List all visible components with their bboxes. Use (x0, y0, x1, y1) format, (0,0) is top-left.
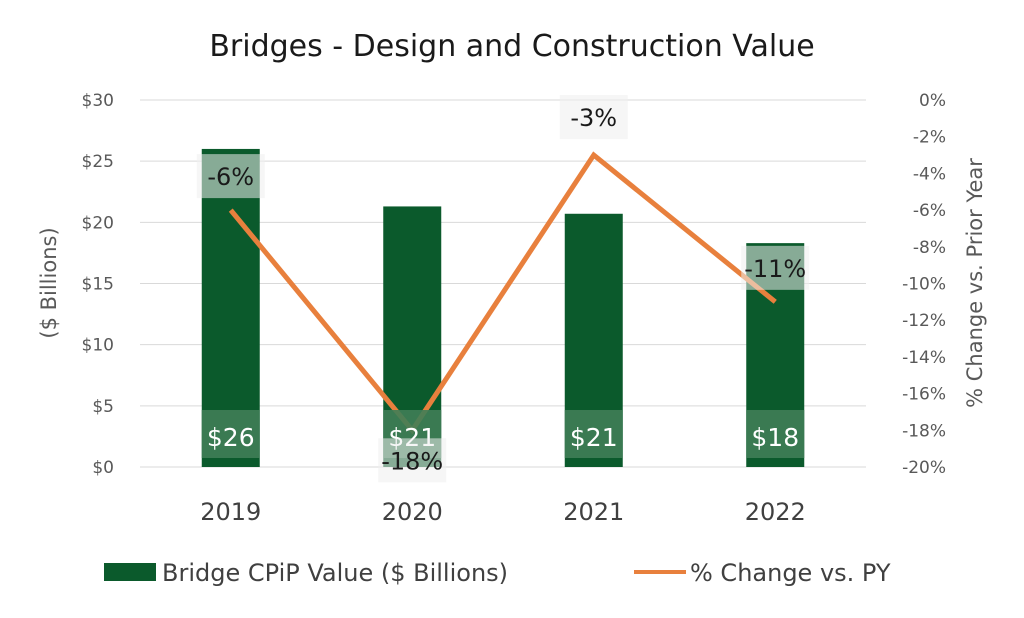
pct-change-label: -11% (744, 255, 806, 283)
right-axis-ticks: -20% -18% -16% -14% -12% -10% -8% -6% -4% -2% 0% (902, 91, 946, 478)
right-tick-label: -12% (902, 311, 946, 331)
bar-value-label: $26 (207, 423, 255, 452)
bar-label-bg (201, 410, 260, 458)
left-axis-ticks: $0 $5 $10 $15 $20 $25 $30 (82, 91, 114, 478)
right-axis-title: % Change vs. Prior Year (963, 158, 987, 408)
pct-label-bg (741, 245, 810, 290)
pct-change-label: -18% (381, 447, 443, 475)
legend-bar-swatch (104, 563, 156, 581)
legend-line-label: % Change vs. PY (690, 559, 891, 587)
left-tick-label: $25 (82, 152, 114, 172)
left-tick-label: $0 (92, 458, 114, 478)
right-tick-label: -16% (902, 385, 946, 405)
left-tick-label: $30 (82, 91, 114, 111)
right-tick-label: 0% (919, 91, 946, 111)
category-label: 2020 (382, 498, 443, 526)
right-tick-label: -20% (902, 458, 946, 478)
bar-value-label: $21 (570, 423, 618, 452)
pct-label-bg (559, 95, 628, 140)
right-tick-label: -14% (902, 348, 946, 368)
pct-label-bg (378, 438, 447, 483)
pct-change-line (228, 151, 777, 435)
right-tick-label: -18% (902, 421, 946, 441)
bar-value-label: $18 (751, 423, 799, 452)
right-tick-label: -10% (902, 275, 946, 295)
bars (201, 148, 805, 467)
left-tick-label: $20 (82, 213, 114, 233)
legend-bar-label: Bridge CPiP Value ($ Billions) (162, 559, 508, 587)
left-tick-label: $5 (92, 397, 114, 417)
chart-title: Bridges - Design and Construction Value (209, 29, 814, 64)
legend: Bridge CPiP Value ($ Billions) % Change … (104, 559, 891, 587)
data-labels: $26 $21 $21 $18-6%-18%-3%-11% (196, 95, 810, 483)
right-tick-label: -4% (913, 164, 946, 184)
left-tick-label: $10 (82, 336, 114, 356)
category-label: 2019 (200, 498, 261, 526)
pct-change-label: -3% (570, 104, 617, 132)
category-label: 2021 (563, 498, 624, 526)
pct-change-label: -6% (207, 163, 254, 191)
right-tick-label: -8% (913, 238, 946, 258)
left-tick-label: $15 (82, 275, 114, 295)
bar-label-bg (564, 410, 623, 458)
category-label: 2022 (745, 498, 806, 526)
bar-label-bg (746, 410, 805, 458)
right-tick-label: -6% (913, 201, 946, 221)
right-tick-label: -2% (913, 128, 946, 148)
category-labels: 2019 2020 2021 2022 (200, 498, 806, 526)
line-path (228, 151, 777, 435)
pct-label-bg (196, 154, 265, 199)
left-axis-title: ($ Billions) (37, 227, 61, 338)
